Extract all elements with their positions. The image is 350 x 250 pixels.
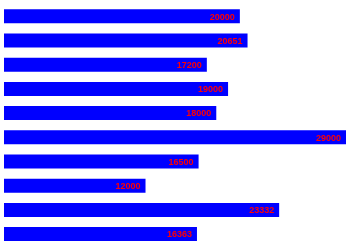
svg-text:23332: 23332 <box>249 205 274 215</box>
svg-text:29000: 29000 <box>316 133 341 143</box>
svg-text:17200: 17200 <box>177 60 202 70</box>
svg-text:12000: 12000 <box>115 181 140 191</box>
svg-text:20651: 20651 <box>218 36 243 46</box>
svg-text:16363: 16363 <box>167 229 192 239</box>
svg-text:19000: 19000 <box>198 84 223 94</box>
svg-text:20000: 20000 <box>210 12 235 22</box>
svg-text:18000: 18000 <box>186 108 211 118</box>
svg-text:16500: 16500 <box>169 157 194 167</box>
